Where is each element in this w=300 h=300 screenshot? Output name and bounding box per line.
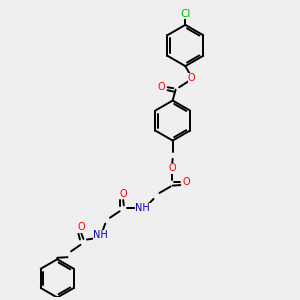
Text: NH: NH	[135, 203, 150, 213]
Text: O: O	[188, 74, 196, 83]
Text: O: O	[157, 82, 165, 92]
Text: Cl: Cl	[180, 9, 190, 19]
Text: NH: NH	[93, 230, 108, 240]
Text: O: O	[183, 177, 190, 187]
Text: O: O	[78, 222, 85, 232]
Text: O: O	[119, 189, 127, 199]
Text: O: O	[168, 163, 176, 173]
